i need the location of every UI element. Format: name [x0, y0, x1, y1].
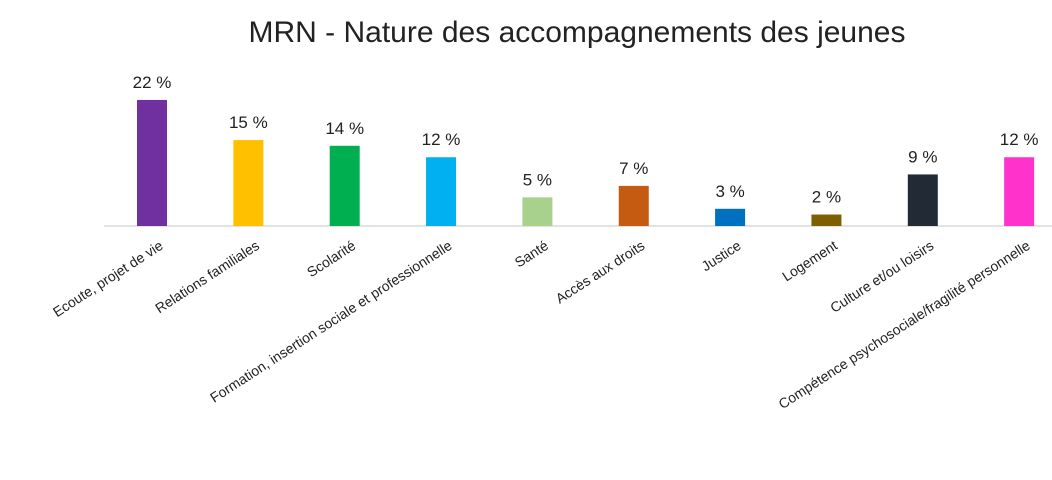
- bar: [811, 214, 842, 226]
- value-label: 3 %: [715, 182, 744, 201]
- bar: [329, 145, 360, 226]
- x-tick-label: Justice: [698, 237, 743, 274]
- bar: [907, 174, 938, 226]
- bar: [137, 99, 167, 226]
- bar: [1004, 157, 1035, 226]
- bar: [618, 185, 649, 226]
- bar: [426, 157, 457, 226]
- bar: [522, 197, 553, 226]
- x-tick-label: Ecoute, projet de vie: [50, 237, 166, 320]
- value-label: 2 %: [812, 188, 841, 207]
- bar: [233, 140, 264, 226]
- value-label: 7 %: [619, 159, 648, 178]
- x-tick-label: Accès aux droits: [553, 237, 648, 306]
- value-label: 14 %: [325, 119, 364, 138]
- value-label: 22 %: [133, 73, 172, 92]
- x-tick-label: Santé: [512, 237, 552, 270]
- x-tick-label: Relations familiales: [152, 237, 262, 316]
- value-label: 9 %: [908, 147, 937, 166]
- value-label: 12 %: [1000, 130, 1039, 149]
- value-label: 15 %: [229, 113, 268, 132]
- chart-title: MRN - Nature des accompagnements des jeu…: [249, 16, 906, 49]
- value-label: 12 %: [422, 130, 461, 149]
- x-tick-label: Logement: [779, 237, 840, 284]
- value-label: 5 %: [523, 170, 552, 189]
- x-tick-label: Scolarité: [304, 237, 359, 280]
- bar: [715, 208, 746, 226]
